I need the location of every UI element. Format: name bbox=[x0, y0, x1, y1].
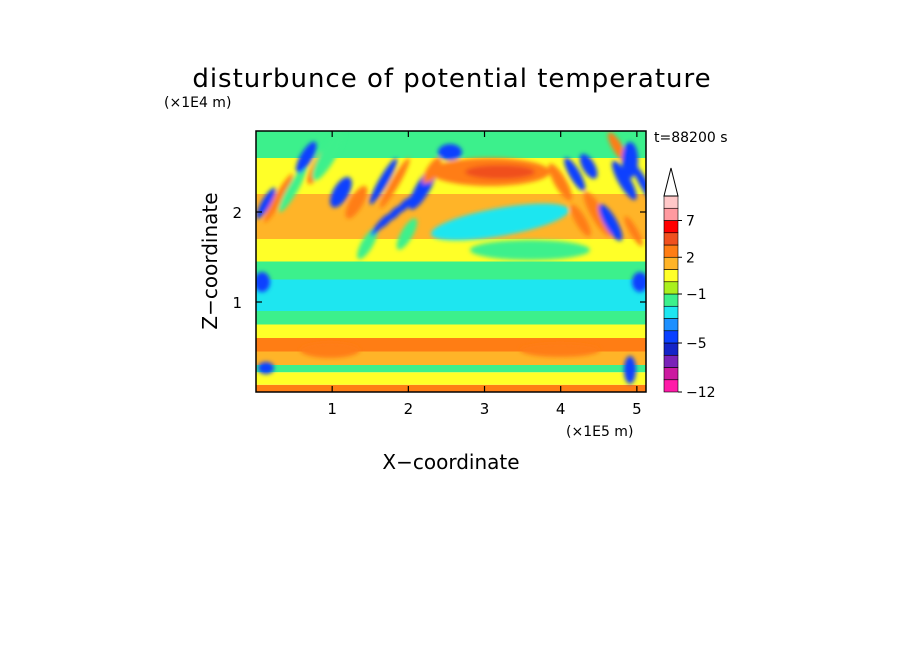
y-axis-unit: (×1E4 m) bbox=[164, 95, 231, 111]
x-tick-label: 2 bbox=[404, 400, 414, 418]
contour-feature bbox=[598, 204, 623, 241]
field-band bbox=[256, 384, 646, 392]
colorbar-label: 2 bbox=[686, 250, 695, 266]
field-band bbox=[256, 324, 646, 338]
plot-area bbox=[256, 131, 646, 392]
colorbar-segment bbox=[663, 256, 679, 270]
time-label: t=88200 s bbox=[654, 130, 728, 146]
field-band bbox=[256, 279, 646, 311]
contour-feature bbox=[632, 272, 646, 292]
field-band bbox=[256, 365, 646, 373]
contour-feature bbox=[631, 162, 646, 208]
contour-feature bbox=[607, 132, 627, 163]
x-tick-label: 1 bbox=[327, 400, 337, 418]
contour-feature bbox=[312, 131, 345, 181]
colorbar-segment bbox=[663, 281, 679, 295]
contour-feature bbox=[300, 342, 360, 358]
contour-feature bbox=[258, 362, 274, 374]
contour-feature bbox=[624, 356, 636, 384]
contour-feature bbox=[345, 185, 368, 219]
colorbar-segment bbox=[663, 367, 679, 381]
colorbar-segment bbox=[663, 220, 679, 234]
colorbar-segment bbox=[663, 318, 679, 332]
x-tick-label: 3 bbox=[480, 400, 490, 418]
y-tick-label: 2 bbox=[232, 204, 242, 222]
contour-feature bbox=[438, 144, 462, 160]
x-axis-label: X−coordinate bbox=[382, 450, 519, 474]
contour-feature bbox=[369, 158, 398, 205]
colorbar-segment bbox=[663, 293, 679, 307]
contour-feature bbox=[520, 343, 600, 357]
contour-feature bbox=[330, 176, 352, 208]
colorbar-segment bbox=[663, 330, 679, 344]
y-axis-label: Z−coordinate bbox=[198, 192, 222, 329]
contour-feature bbox=[624, 216, 643, 246]
contour-feature bbox=[470, 240, 590, 260]
contour-feature bbox=[570, 204, 591, 237]
field-band bbox=[256, 261, 646, 280]
field-band bbox=[256, 311, 646, 325]
contour-feature bbox=[278, 165, 307, 213]
colorbar-label: −1 bbox=[686, 287, 707, 303]
colorbar-label: −5 bbox=[686, 336, 707, 352]
chart-title: disturbunce of potential temperature bbox=[192, 64, 711, 94]
colorbar-segment bbox=[663, 379, 679, 393]
colorbar-segment bbox=[663, 232, 679, 246]
contour-feature bbox=[622, 142, 638, 178]
contour-feature bbox=[465, 165, 535, 179]
contour-feature bbox=[611, 160, 637, 200]
contour-feature bbox=[579, 153, 598, 179]
contour-feature bbox=[548, 163, 573, 201]
contour-feature bbox=[583, 191, 612, 237]
colorbar-segment bbox=[663, 305, 679, 319]
contour-feature bbox=[431, 203, 569, 241]
field-band bbox=[256, 372, 646, 385]
colorbar-label: −12 bbox=[686, 385, 716, 401]
contour-feature bbox=[295, 141, 317, 173]
plot-frame bbox=[255, 130, 647, 393]
colorbar-segment bbox=[663, 354, 679, 368]
contour-feature bbox=[264, 173, 294, 223]
contour-feature bbox=[564, 157, 586, 191]
contour-feature bbox=[379, 158, 410, 209]
contour-feature bbox=[396, 218, 418, 250]
colorbar-segment bbox=[663, 244, 679, 258]
colorbar-segment bbox=[663, 342, 679, 356]
colorbar-segment bbox=[663, 269, 679, 283]
colorbar-segment bbox=[663, 207, 679, 221]
x-axis-unit: (×1E5 m) bbox=[566, 424, 633, 440]
colorbar-extend-arrow bbox=[663, 167, 679, 197]
colorbar-label: 7 bbox=[686, 214, 695, 230]
y-tick-label: 1 bbox=[232, 294, 242, 312]
contour-feature bbox=[357, 228, 378, 260]
contour-feature bbox=[256, 272, 270, 292]
x-tick-label: 4 bbox=[556, 400, 566, 418]
contour-feature bbox=[256, 187, 276, 219]
x-tick-label: 5 bbox=[632, 400, 642, 418]
colorbar-segment bbox=[663, 195, 679, 209]
colorbar: −12−5−127 bbox=[663, 167, 716, 401]
contour-feature bbox=[410, 182, 430, 204]
